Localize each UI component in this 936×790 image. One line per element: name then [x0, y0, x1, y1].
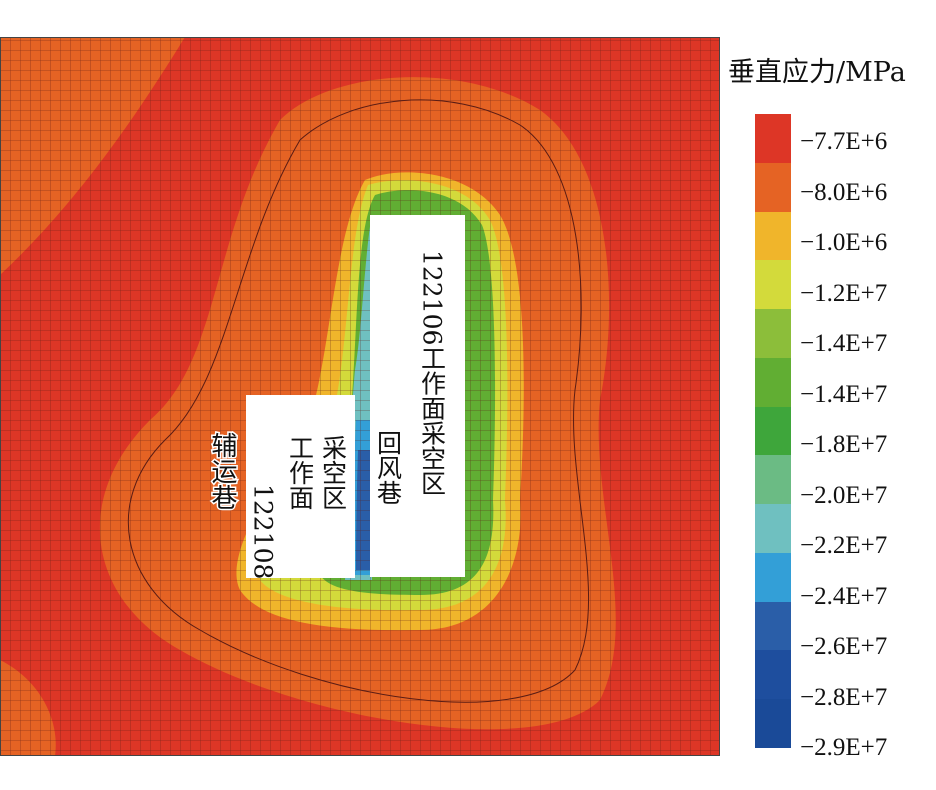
colorbar: [755, 114, 791, 749]
colorbar-segment: [755, 260, 791, 310]
colorbar-segment: [755, 211, 791, 261]
colorbar-tick-label: −1.0E+6: [800, 229, 888, 256]
colorbar-tick-label: −2.4E+7: [800, 582, 888, 610]
colorbar-segment: [755, 309, 791, 359]
colorbar-tick-label: −2.8E+7: [800, 683, 888, 711]
mesh-grid: [0, 37, 720, 756]
plot-frame: [0, 37, 720, 756]
colorbar-tick-label: −1.2E+7: [800, 279, 888, 307]
colorbar-segment: [755, 552, 791, 603]
colorbar-tick-label: −1.4E+7: [800, 330, 888, 357]
goaf-box-right: [370, 215, 465, 577]
colorbar-segment: [755, 114, 791, 164]
colorbar-segment: [755, 455, 791, 505]
colorbar-tick-label: −2.2E+7: [800, 532, 888, 559]
right-box-label-line-1: 回风巷: [374, 430, 403, 505]
left-box-label-line-1: 122108: [249, 484, 278, 579]
colorbar-tick-label: −1.4E+7: [800, 380, 888, 408]
colorbar-tick-label: −2.9E+7: [800, 734, 888, 761]
colorbar-tick-label: −7.7E+6: [800, 128, 888, 155]
colorbar-segment: [755, 406, 791, 456]
colorbar-segment: [755, 699, 791, 749]
colorbar-segment: [755, 162, 791, 213]
colorbar-tick-label: −2.6E+7: [800, 633, 888, 660]
side-roadway-label: 辅运巷: [207, 432, 237, 510]
colorbar-segment: [755, 601, 791, 651]
right-box-label-line-2: 122106工作面采空区: [418, 250, 447, 495]
colorbar-tick-label: −8.0E+6: [800, 178, 888, 206]
left-box-label-line-2: 工作面: [286, 435, 315, 510]
colorbar-title: 垂直应力/MPa: [728, 57, 906, 88]
colorbar-tick-label: −1.8E+7: [800, 431, 888, 458]
colorbar-tick-label: −2.0E+7: [800, 481, 888, 509]
left-box-label-line-3: 采空区: [319, 435, 348, 510]
colorbar-segment: [755, 357, 791, 408]
goaf-box-left: [246, 395, 355, 578]
colorbar-segment: [755, 650, 791, 700]
colorbar-segment: [755, 504, 791, 554]
stress-contour-plot: 122108 工作面 采空区 回风巷 122106工作面采空区 辅运巷: [0, 37, 720, 756]
